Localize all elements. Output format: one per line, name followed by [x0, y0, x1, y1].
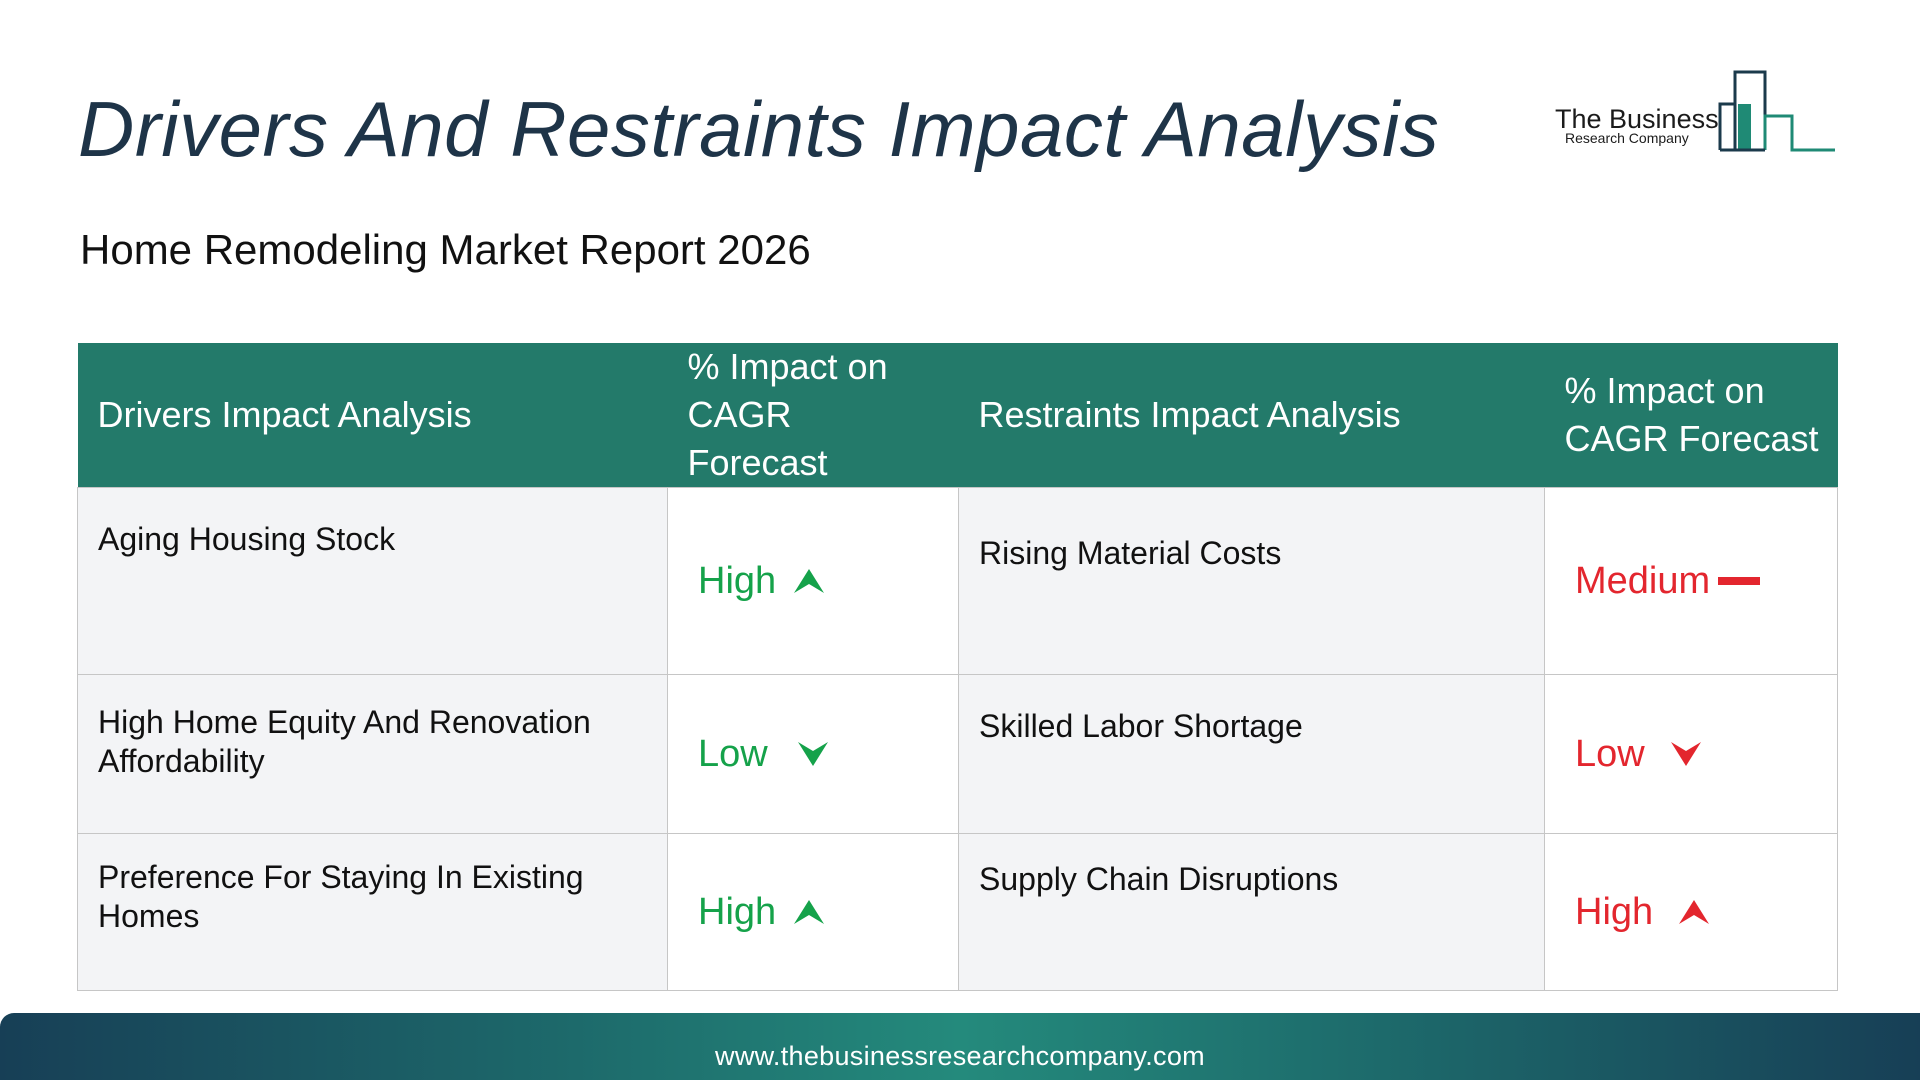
driver-impact-label: High: [698, 890, 777, 933]
driver-impact-header: % Impact on CAGR Forecast: [667, 343, 959, 488]
arrow-up-icon: [794, 900, 825, 924]
restraint-impact-label: Low: [1575, 732, 1645, 775]
restraint-impact-cell: Low: [1544, 674, 1838, 834]
driver-impact-cell: Low: [667, 674, 959, 834]
driver-cell: Aging Housing Stock: [77, 487, 668, 675]
page-title: Drivers And Restraints Impact Analysis: [78, 85, 1440, 173]
restraint-impact-label: Medium: [1575, 559, 1711, 602]
driver-impact-label: High: [698, 559, 777, 602]
restraint-cell: Rising Material Costs: [958, 487, 1545, 675]
restraint-impact-cell: Medium: [1544, 487, 1838, 675]
restraint-cell: Supply Chain Disruptions: [958, 833, 1545, 991]
company-logo: The Business Research Company: [1555, 66, 1835, 156]
impact-table: Drivers Impact Analysis % Impact on CAGR…: [77, 343, 1838, 991]
driver-impact-cell: High: [667, 487, 959, 675]
logo-tagline: Research Company: [1565, 130, 1689, 146]
table-header-row: Drivers Impact Analysis % Impact on CAGR…: [77, 343, 1838, 488]
restraint-impact-header: % Impact on CAGR Forecast: [1544, 343, 1838, 488]
arrow-down-icon: [797, 742, 828, 766]
table-row: Aging Housing Stock High Rising Material…: [77, 487, 1838, 675]
restraint-impact-label: High: [1575, 890, 1654, 933]
table-row: High Home Equity And Renovation Affordab…: [77, 674, 1838, 834]
report-subtitle: Home Remodeling Market Report 2026: [80, 226, 811, 273]
driver-cell: Preference For Staying In Existing Homes: [77, 833, 668, 991]
website-link[interactable]: www.thebusinessresearchcompany.com: [715, 1041, 1205, 1071]
restraint-impact-cell: High: [1544, 833, 1838, 991]
logo-bars-icon: [1718, 70, 1835, 152]
table-row: Preference For Staying In Existing Homes…: [77, 833, 1838, 991]
restraints-header: Restraints Impact Analysis: [958, 343, 1545, 488]
arrow-up-icon: [794, 569, 825, 593]
arrow-up-icon: [1679, 900, 1710, 924]
arrow-down-icon: [1670, 742, 1701, 766]
driver-impact-cell: High: [667, 833, 959, 991]
logo-name: The Business: [1555, 104, 1719, 134]
restraint-cell: Skilled Labor Shortage: [958, 674, 1545, 834]
drivers-header: Drivers Impact Analysis: [77, 343, 668, 488]
driver-impact-label: Low: [698, 732, 768, 775]
dash-icon: [1718, 577, 1761, 585]
driver-cell: High Home Equity And Renovation Affordab…: [77, 674, 668, 834]
footer-bar: www.thebusinessresearchcompany.com: [0, 1013, 1920, 1080]
